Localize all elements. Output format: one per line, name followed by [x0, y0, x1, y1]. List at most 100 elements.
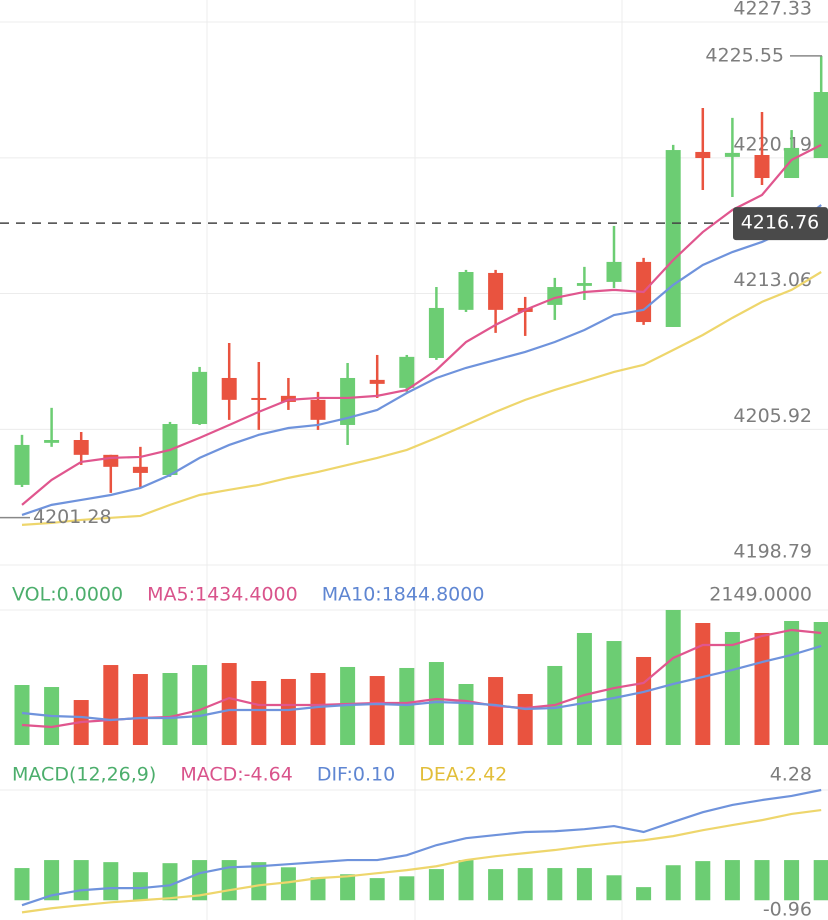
macd-bar [695, 861, 711, 901]
candle-body [665, 150, 681, 327]
candle-body [192, 371, 208, 425]
volume-bar [784, 620, 800, 745]
macd-bar [813, 860, 828, 901]
high-mark-label: 4225.55 [705, 44, 784, 66]
candle-body [251, 397, 267, 400]
candle-body [132, 466, 148, 473]
ma-line [21, 143, 822, 506]
volume-bar [192, 665, 208, 745]
candle-body [310, 399, 326, 420]
y-tick-label: 4.28 [770, 764, 812, 786]
volume-bar [636, 656, 652, 745]
last-price-box [733, 207, 828, 241]
volume-bar [665, 610, 681, 745]
legend-entry: MA5:1434.4000 [147, 584, 298, 606]
y-tick-label: 4220.19 [733, 133, 812, 155]
volume-bar [310, 673, 326, 745]
candle-body [724, 152, 740, 157]
volume-bar [606, 641, 622, 745]
macd-bar [547, 868, 563, 901]
ma-line [21, 644, 822, 722]
macd-bar [162, 863, 178, 901]
macd-bar [251, 862, 267, 901]
volume-bar [251, 680, 267, 745]
macd-bar [192, 860, 208, 901]
macd-bar [399, 876, 415, 901]
y-tick-label: 4227.33 [733, 0, 812, 20]
y-tick-label: 4205.92 [733, 405, 812, 427]
volume-bar [280, 678, 296, 745]
macd-bar [636, 887, 652, 901]
candle-body [369, 379, 385, 384]
volume-bar [724, 631, 740, 745]
candle-body [813, 92, 828, 159]
macd-bar [576, 868, 592, 901]
macd-bar [754, 860, 770, 901]
macd-bar [310, 877, 326, 901]
candle-body [44, 439, 60, 443]
candle-body [14, 444, 30, 485]
candle-body [103, 454, 119, 467]
candle-body [488, 272, 504, 310]
candle-body [73, 439, 89, 455]
volume-bar [576, 632, 592, 745]
macd-bar [369, 878, 385, 901]
macd-bar [280, 867, 296, 901]
volume-bar [813, 621, 828, 745]
macd-bar [428, 869, 444, 901]
candle-body [340, 377, 356, 425]
macd-bar [488, 869, 504, 901]
volume-bar [221, 663, 237, 745]
volume-bar [517, 693, 533, 745]
macd-bar [458, 860, 474, 901]
y-tick-label: 4213.06 [733, 269, 812, 291]
volume-bar [14, 685, 30, 745]
y-tick-label: -0.96 [763, 899, 812, 920]
last-price-label: 4216.76 [741, 212, 820, 234]
candle-body [399, 356, 415, 388]
volume-bar [369, 676, 385, 745]
volume-bar [103, 665, 119, 745]
macd-bar [103, 862, 119, 901]
volume-bar [428, 662, 444, 745]
y-tick-label: 4198.79 [733, 541, 812, 563]
macd-bar [44, 860, 60, 901]
y-tick-label: 2149.0000 [709, 584, 812, 606]
ma-line [21, 809, 822, 914]
volume-bar [162, 673, 178, 745]
candle-body [576, 283, 592, 286]
macd-bar [724, 860, 740, 901]
legend-entry: MA10:1844.8000 [322, 584, 485, 606]
candle-body [695, 151, 711, 159]
legend-entry: MACD:-4.64 [180, 764, 293, 786]
volume-bar [488, 677, 504, 745]
candle-body [458, 272, 474, 310]
legend-entry: DIF:0.10 [317, 764, 395, 786]
candle-body [606, 261, 622, 282]
volume-bar [132, 674, 148, 745]
volume-bar [754, 632, 770, 745]
macd-bar [340, 874, 356, 901]
legend-entry: DEA:2.42 [419, 764, 507, 786]
macd-bar [132, 872, 148, 901]
macd-bar [14, 868, 30, 901]
legend-entry: VOL:0.0000 [12, 584, 123, 606]
candle-body [754, 154, 770, 179]
volume-bar [399, 667, 415, 745]
low-mark-label: 4201.28 [33, 506, 112, 528]
candle-body [221, 377, 237, 400]
ma-line [21, 271, 822, 526]
candle-body [784, 147, 800, 179]
macd-bar [606, 875, 622, 901]
macd-bar [73, 860, 89, 901]
ma-line [21, 204, 822, 517]
candle-body [428, 307, 444, 358]
macd-bar [784, 860, 800, 901]
macd-bar [517, 868, 533, 901]
macd-bar [665, 865, 681, 901]
legend-entry: MACD(12,26,9) [12, 764, 156, 786]
volume-bar [458, 684, 474, 745]
volume-bar [695, 623, 711, 745]
